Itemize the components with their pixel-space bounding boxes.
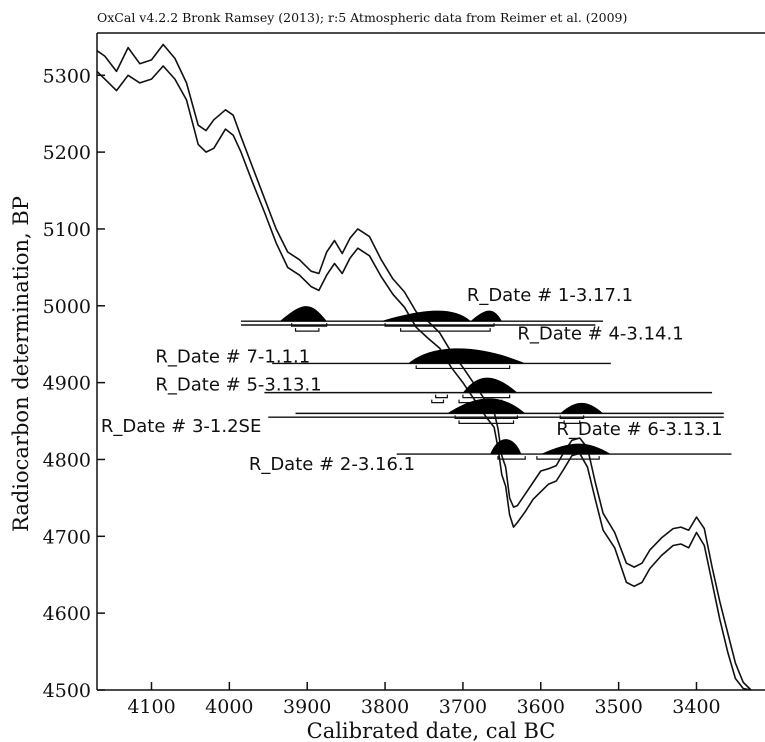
y-axis-title: Radiocarbon determination, BP [9, 196, 33, 532]
y-tick-label: 4700 [43, 526, 91, 548]
date-range-bracket [400, 328, 491, 332]
x-axis: 4100 4000 3900 3800 3700 3600 3500 3400 [127, 682, 721, 718]
x-tick-label: 4000 [205, 696, 253, 718]
date-label: R_Date # 6-3.13.1 [556, 419, 722, 440]
date-range-bracket [431, 399, 445, 404]
y-tick-label: 4900 [43, 373, 91, 395]
y-tick-label: 5300 [43, 65, 91, 87]
y-tick-label: 4600 [43, 603, 91, 625]
date-probability [279, 306, 327, 322]
date-series: R_Date # 1-3.17.1 R_Date # 4-3.14.1 R_Date… [101, 285, 732, 475]
date-range-bracket [497, 456, 526, 460]
x-tick-label: 3500 [594, 696, 642, 718]
x-tick-label: 3900 [283, 696, 331, 718]
chart-header: OxCal v4.2.2 Bronk Ramsey (2013); r:5 At… [97, 10, 627, 25]
date-probability [408, 348, 526, 364]
date-range-bracket [294, 328, 320, 332]
date-label: R_Date # 3-1.2SE [101, 416, 261, 437]
date-probability [381, 310, 471, 322]
y-tick-label: 4800 [43, 449, 91, 471]
date-range-bracket [458, 420, 515, 424]
date-probability [490, 439, 522, 455]
date-label: R_Date # 5-3.13.1 [155, 374, 321, 395]
x-axis-title: Calibrated date, cal BC [307, 719, 556, 742]
date-probability [560, 402, 604, 414]
y-tick-label: 5000 [43, 296, 91, 318]
x-tick-label: 3400 [672, 696, 720, 718]
x-tick-label: 3700 [439, 696, 487, 718]
date-probability [462, 377, 518, 393]
x-tick-label: 3800 [361, 696, 409, 718]
date-label: R_Date # 4-3.14.1 [517, 324, 683, 345]
date-range-bracket [462, 394, 511, 399]
date-range-bracket [536, 456, 600, 460]
date-range-bracket [435, 394, 448, 399]
y-tick-label: 5200 [43, 142, 91, 164]
date-label: R_Date # 1-3.17.1 [467, 285, 633, 306]
date-label: R_Date # 7-1.1.1 [155, 347, 310, 368]
date-probability [540, 443, 611, 455]
y-axis: 4500 4600 4700 4800 4900 5000 5100 5200 5300 [43, 65, 105, 702]
x-tick-label: 3600 [517, 696, 565, 718]
calibration-curve-lower [96, 65, 752, 691]
y-tick-label: 5100 [43, 219, 91, 241]
x-tick-label: 4100 [127, 696, 175, 718]
date-range-bracket [563, 420, 581, 424]
date-probability [447, 398, 526, 414]
y-tick-label: 4500 [43, 680, 91, 702]
date-label: R_Date # 2-3.16.1 [249, 454, 415, 475]
date-range-bracket [415, 365, 511, 370]
date-probability [470, 310, 502, 322]
